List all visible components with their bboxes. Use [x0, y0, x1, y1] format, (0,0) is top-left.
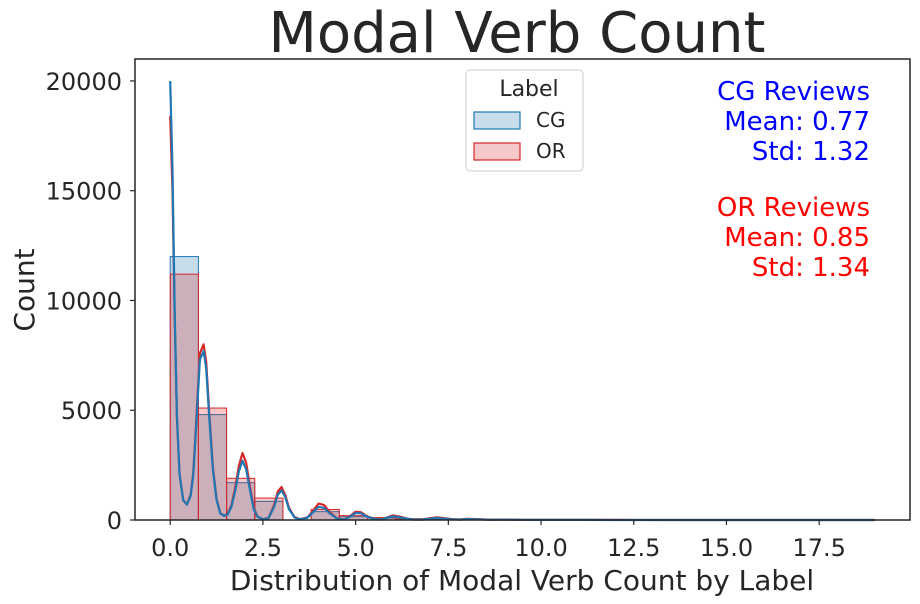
- x-tick-label: 17.5: [792, 534, 845, 562]
- annotation-cg-mean: Mean: 0.77: [724, 107, 870, 137]
- y-tick-label: 0: [107, 507, 122, 535]
- x-tick-label: 15.0: [700, 534, 753, 562]
- kde-line-or: [169, 116, 875, 522]
- x-tick-label: 7.5: [429, 534, 467, 562]
- annotation-cg-std: Std: 1.32: [752, 137, 870, 167]
- legend-label-cg: CG: [536, 108, 565, 132]
- y-axis-label: Count: [8, 248, 41, 331]
- y-axis: 0 5000 10000 15000 20000: [46, 68, 135, 535]
- x-tick-label: 10.0: [514, 534, 567, 562]
- y-tick-label: 10000: [46, 287, 122, 315]
- x-tick-label: 2.5: [244, 534, 282, 562]
- plot-frame: [134, 58, 911, 521]
- annotation-or: OR Reviews Mean: 0.85 Std: 1.34: [717, 193, 870, 283]
- annotation-or-std: Std: 1.34: [752, 253, 870, 283]
- annotation-or-mean: Mean: 0.85: [724, 223, 870, 253]
- x-axis: 0.0 2.5 5.0 7.5 10.0 12.5 15.0 17.5: [151, 520, 846, 562]
- x-tick-label: 5.0: [337, 534, 375, 562]
- y-tick-label: 5000: [61, 397, 122, 425]
- x-axis-label: Distribution of Modal Verb Count by Labe…: [230, 564, 814, 597]
- annotation-cg-title: CG Reviews: [717, 77, 870, 107]
- y-tick-label: 15000: [46, 178, 122, 206]
- series-cg-bars: [169, 256, 876, 521]
- legend-title: Label: [499, 77, 558, 102]
- legend: Label CG OR: [465, 69, 584, 172]
- legend-label-or: OR: [536, 139, 566, 163]
- legend-swatch-or: [473, 142, 521, 161]
- x-tick-label: 0.0: [151, 534, 189, 562]
- chart-title: Modal Verb Count: [269, 1, 766, 66]
- x-tick-label: 12.5: [607, 534, 660, 562]
- legend-swatch-cg: [473, 111, 521, 130]
- legend-box: [465, 69, 584, 172]
- annotation-or-title: OR Reviews: [717, 193, 870, 223]
- bar-or-1: [197, 407, 228, 521]
- series-or-bars: [169, 273, 876, 521]
- y-tick-label: 20000: [46, 68, 122, 96]
- annotation-cg: CG Reviews Mean: 0.77 Std: 1.32: [717, 77, 870, 167]
